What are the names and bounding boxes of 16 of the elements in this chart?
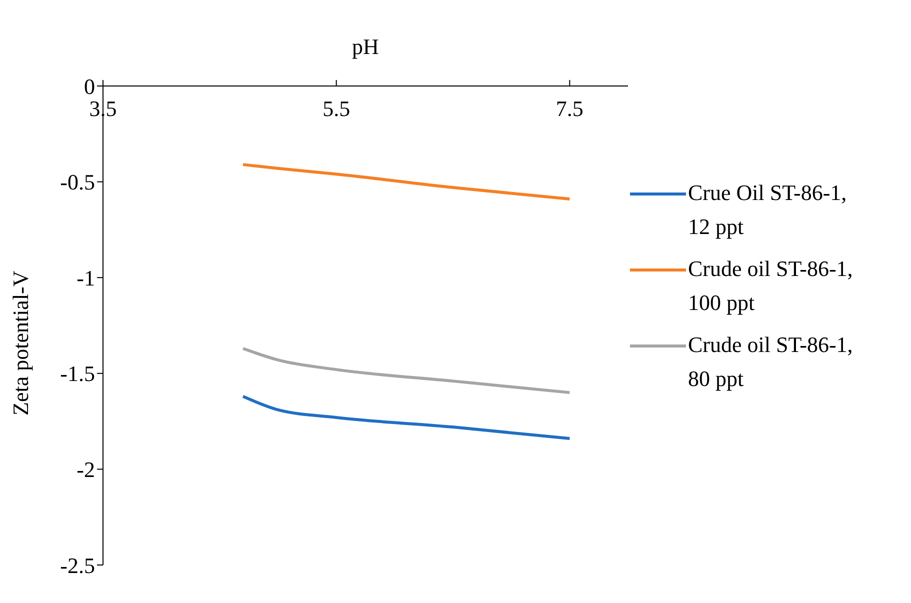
line-series [242,346,572,394]
x-tick-label: 7.5 [556,96,584,121]
line-series [242,163,572,201]
x-axis-title: pH [352,34,380,59]
y-tick-label: -1 [76,265,95,290]
y-tick-label: -1.5 [60,361,95,386]
x-tick-label: 5.5 [322,96,350,121]
line-series [242,394,572,440]
y-tick-label: -0.5 [60,170,95,195]
legend-label: Crude oil ST-86-1, 80 ppt [688,330,854,393]
legend-label: Crue Oil ST-86-1, 12 ppt [688,178,848,241]
legend-label: Crude oil ST-86-1, 100 ppt [688,254,854,317]
y-tick-label: -2 [76,457,95,482]
y-axis-title: Zeta potential-V [8,270,33,416]
y-tick-label: -2.5 [60,552,95,578]
y-tick-label: 0 [84,74,95,99]
